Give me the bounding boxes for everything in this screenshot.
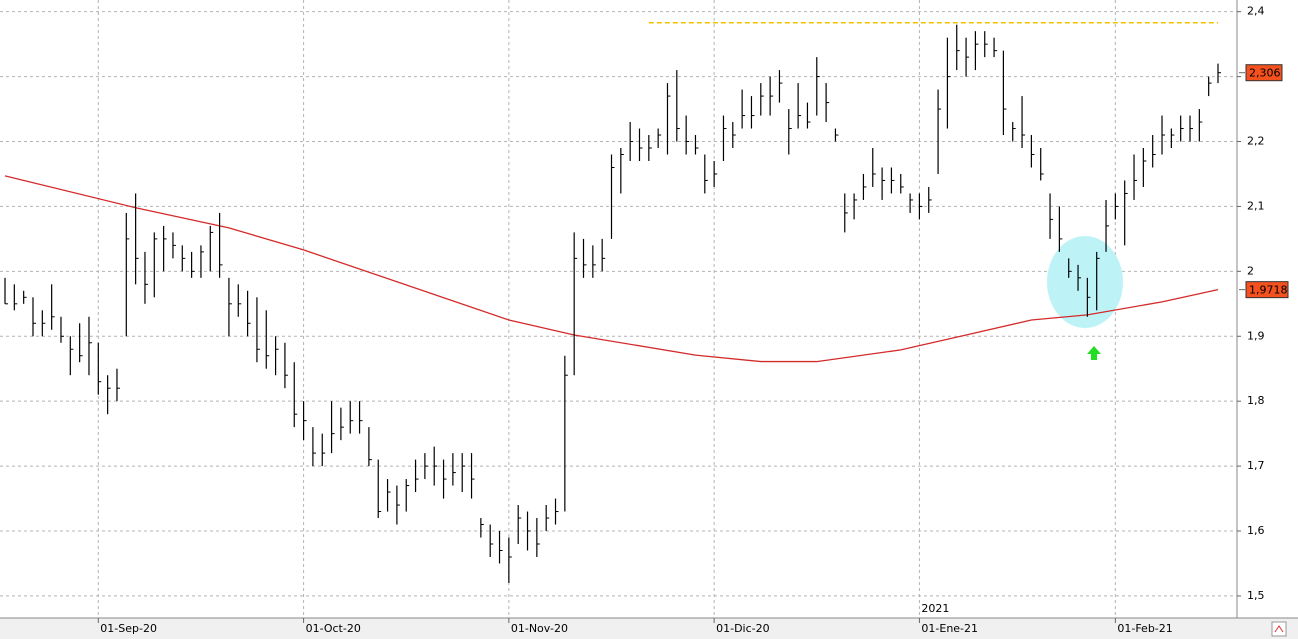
y-tick-label: 1,5 <box>1247 589 1265 602</box>
x-tick-label: 01-Nov-20 <box>511 622 568 635</box>
price-label: 2,306 <box>1249 67 1281 80</box>
moving-average-line <box>4 175 1219 363</box>
price-label-box <box>1245 281 1289 299</box>
y-tick-label: 2,2 <box>1247 135 1265 148</box>
price-label-box <box>1245 64 1283 82</box>
plot-area <box>0 0 1237 618</box>
y-tick-label: 1,8 <box>1247 394 1265 407</box>
corner-icon <box>1271 621 1287 637</box>
y-tick-label: 2,4 <box>1247 5 1265 18</box>
y-tick-label: 1,9 <box>1247 329 1265 342</box>
price-label: 1,9718 <box>1249 284 1288 297</box>
y-tick-label: 2,1 <box>1247 199 1265 212</box>
year-label: 2021 <box>921 602 949 615</box>
y-tick-label: 1,7 <box>1247 459 1265 472</box>
x-tick-label: 01-Feb-21 <box>1117 622 1172 635</box>
x-tick-label: 01-Dic-20 <box>716 622 770 635</box>
x-axis-band <box>0 618 1298 639</box>
x-tick-label: 01-Sep-20 <box>100 622 157 635</box>
x-tick-label: 01-Oct-20 <box>306 622 361 635</box>
x-tick-label: 01-Ene-21 <box>921 622 978 635</box>
y-tick-label: 2 <box>1247 264 1254 277</box>
y-tick-label: 1,6 <box>1247 524 1265 537</box>
up-arrow <box>1087 346 1101 360</box>
highlight-ellipse <box>1047 236 1123 328</box>
